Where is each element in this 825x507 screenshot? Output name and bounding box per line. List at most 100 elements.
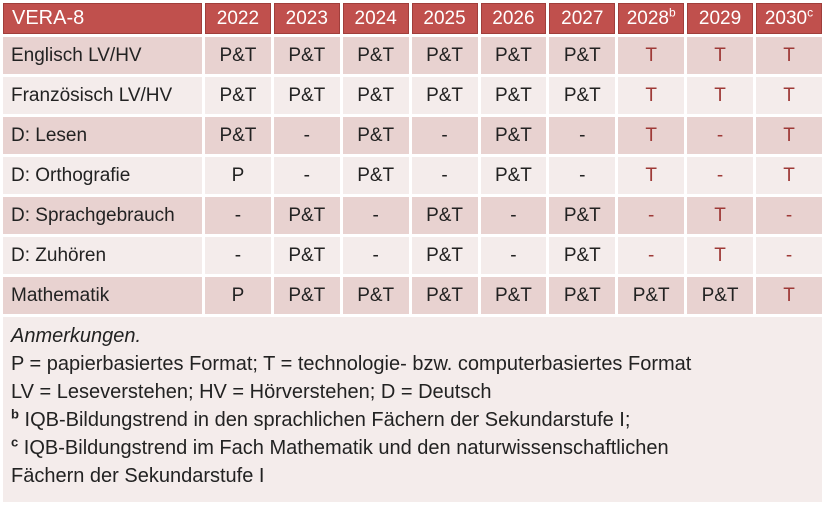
value-cell: - bbox=[618, 197, 685, 234]
footnote-marker: b bbox=[668, 5, 676, 20]
table-row: D: Orthografie P - P&T - P&T - T - T bbox=[3, 157, 822, 194]
row-label: Französisch LV/HV bbox=[3, 77, 202, 114]
value-cell: P&T bbox=[273, 277, 340, 314]
table-title: VERA-8 bbox=[3, 3, 202, 34]
value-cell: P&T bbox=[411, 277, 478, 314]
year-header: 2025 bbox=[411, 3, 478, 34]
value-cell: - bbox=[205, 237, 271, 274]
value-cell: - bbox=[549, 157, 616, 194]
value-cell: T bbox=[756, 37, 822, 74]
value-cell: P&T bbox=[273, 197, 340, 234]
year-header: 2026 bbox=[480, 3, 547, 34]
value-cell: T bbox=[618, 37, 685, 74]
year-label: 2030 bbox=[764, 7, 808, 29]
note-line: LV = Leseverstehen; HV = Hörverstehen; D… bbox=[11, 381, 492, 403]
year-label: 2023 bbox=[285, 7, 328, 29]
value-cell: P&T bbox=[342, 277, 409, 314]
row-label: Englisch LV/HV bbox=[3, 37, 202, 74]
value-cell: - bbox=[342, 197, 409, 234]
table-row: Französisch LV/HV P&T P&T P&T P&T P&T P&T T T T bbox=[3, 77, 822, 114]
row-label: D: Orthografie bbox=[3, 157, 202, 194]
note-line: c IQB-Bildungstrend im Fach Mathematik u… bbox=[11, 434, 669, 459]
table-row: D: Lesen P&T - P&T - P&T - T - T bbox=[3, 117, 822, 154]
value-cell: P&T bbox=[549, 77, 616, 114]
value-cell: P&T bbox=[411, 237, 478, 274]
value-cell: T bbox=[687, 237, 753, 274]
value-cell: P&T bbox=[480, 117, 547, 154]
value-cell: T bbox=[756, 77, 822, 114]
year-header: 2027 bbox=[549, 3, 616, 34]
note-line: b IQB-Bildungstrend in den sprachlichen … bbox=[11, 406, 631, 431]
header-row: VERA-8 2022 2023 2024 2025 2026 2027 2028b 2029… bbox=[3, 3, 822, 34]
year-label: 2025 bbox=[423, 7, 466, 29]
value-cell: P&T bbox=[273, 237, 340, 274]
value-cell: - bbox=[273, 117, 340, 154]
year-header: 2022 bbox=[205, 3, 271, 34]
table-row: Englisch LV/HV P&T P&T P&T P&T P&T P&T T T T bbox=[3, 37, 822, 74]
footnote-marker: c bbox=[807, 5, 814, 20]
notes-heading: Anmerkungen. bbox=[11, 325, 142, 347]
value-cell: T bbox=[687, 77, 753, 114]
value-cell: - bbox=[549, 117, 616, 154]
year-label: 2028 bbox=[626, 7, 669, 29]
row-label: D: Lesen bbox=[3, 117, 202, 154]
value-cell: P&T bbox=[342, 37, 409, 74]
table-body: Englisch LV/HV P&T P&T P&T P&T P&T P&T T T T Franz… bbox=[3, 37, 822, 314]
value-cell: - bbox=[687, 157, 753, 194]
value-cell: P&T bbox=[273, 37, 340, 74]
value-cell: P&T bbox=[342, 157, 409, 194]
value-cell: P bbox=[205, 277, 271, 314]
value-cell: T bbox=[618, 77, 685, 114]
row-label: D: Zuhören bbox=[3, 237, 202, 274]
value-cell: - bbox=[411, 117, 478, 154]
row-label: Mathematik bbox=[3, 277, 202, 314]
value-cell: P&T bbox=[411, 197, 478, 234]
vera8-table: VERA-8 2022 2023 2024 2025 2026 2027 2028b 2029… bbox=[3, 3, 822, 314]
year-header: 2024 bbox=[342, 3, 409, 34]
value-cell: P&T bbox=[205, 77, 271, 114]
year-label: 2027 bbox=[561, 7, 604, 29]
footnote-marker: c bbox=[11, 434, 19, 450]
value-cell: P&T bbox=[411, 37, 478, 74]
note-line: P = papierbasiertes Format; T = technolo… bbox=[11, 353, 692, 375]
value-cell: P&T bbox=[480, 77, 547, 114]
value-cell: P&T bbox=[273, 77, 340, 114]
value-cell: P&T bbox=[480, 277, 547, 314]
value-cell: P&T bbox=[549, 37, 616, 74]
value-cell: P&T bbox=[342, 117, 409, 154]
year-label: 2026 bbox=[492, 7, 535, 29]
year-label: 2022 bbox=[216, 7, 260, 29]
table-header: VERA-8 2022 2023 2024 2025 2026 2027 2028b 2029… bbox=[3, 3, 822, 34]
value-cell: - bbox=[480, 237, 547, 274]
value-cell: T bbox=[687, 37, 753, 74]
value-cell: P&T bbox=[687, 277, 753, 314]
value-cell: - bbox=[273, 157, 340, 194]
value-cell: - bbox=[205, 197, 271, 234]
value-cell: T bbox=[687, 197, 753, 234]
year-label: 2024 bbox=[354, 7, 397, 29]
value-cell: T bbox=[618, 117, 685, 154]
value-cell: - bbox=[756, 197, 822, 234]
value-cell: P&T bbox=[205, 117, 271, 154]
table-row: Mathematik P P&T P&T P&T P&T P&T P&T P&T T bbox=[3, 277, 822, 314]
notes-section: Anmerkungen. P = papierbasiertes Format;… bbox=[3, 317, 822, 502]
value-cell: T bbox=[756, 117, 822, 154]
year-header: 2029 bbox=[687, 3, 753, 34]
value-cell: - bbox=[480, 197, 547, 234]
value-cell: - bbox=[342, 237, 409, 274]
year-header: 2028b bbox=[618, 3, 685, 34]
value-cell: P bbox=[205, 157, 271, 194]
footnote-marker: b bbox=[11, 406, 19, 422]
value-cell: - bbox=[411, 157, 478, 194]
note-line: Fächern der Sekundarstufe I bbox=[11, 465, 265, 487]
value-cell: - bbox=[687, 117, 753, 154]
year-header: 2023 bbox=[273, 3, 340, 34]
value-cell: T bbox=[756, 157, 822, 194]
value-cell: P&T bbox=[411, 77, 478, 114]
value-cell: T bbox=[756, 277, 822, 314]
table-row: D: Zuhören - P&T - P&T - P&T - T - bbox=[3, 237, 822, 274]
value-cell: P&T bbox=[480, 157, 547, 194]
value-cell: P&T bbox=[549, 277, 616, 314]
value-cell: P&T bbox=[549, 197, 616, 234]
